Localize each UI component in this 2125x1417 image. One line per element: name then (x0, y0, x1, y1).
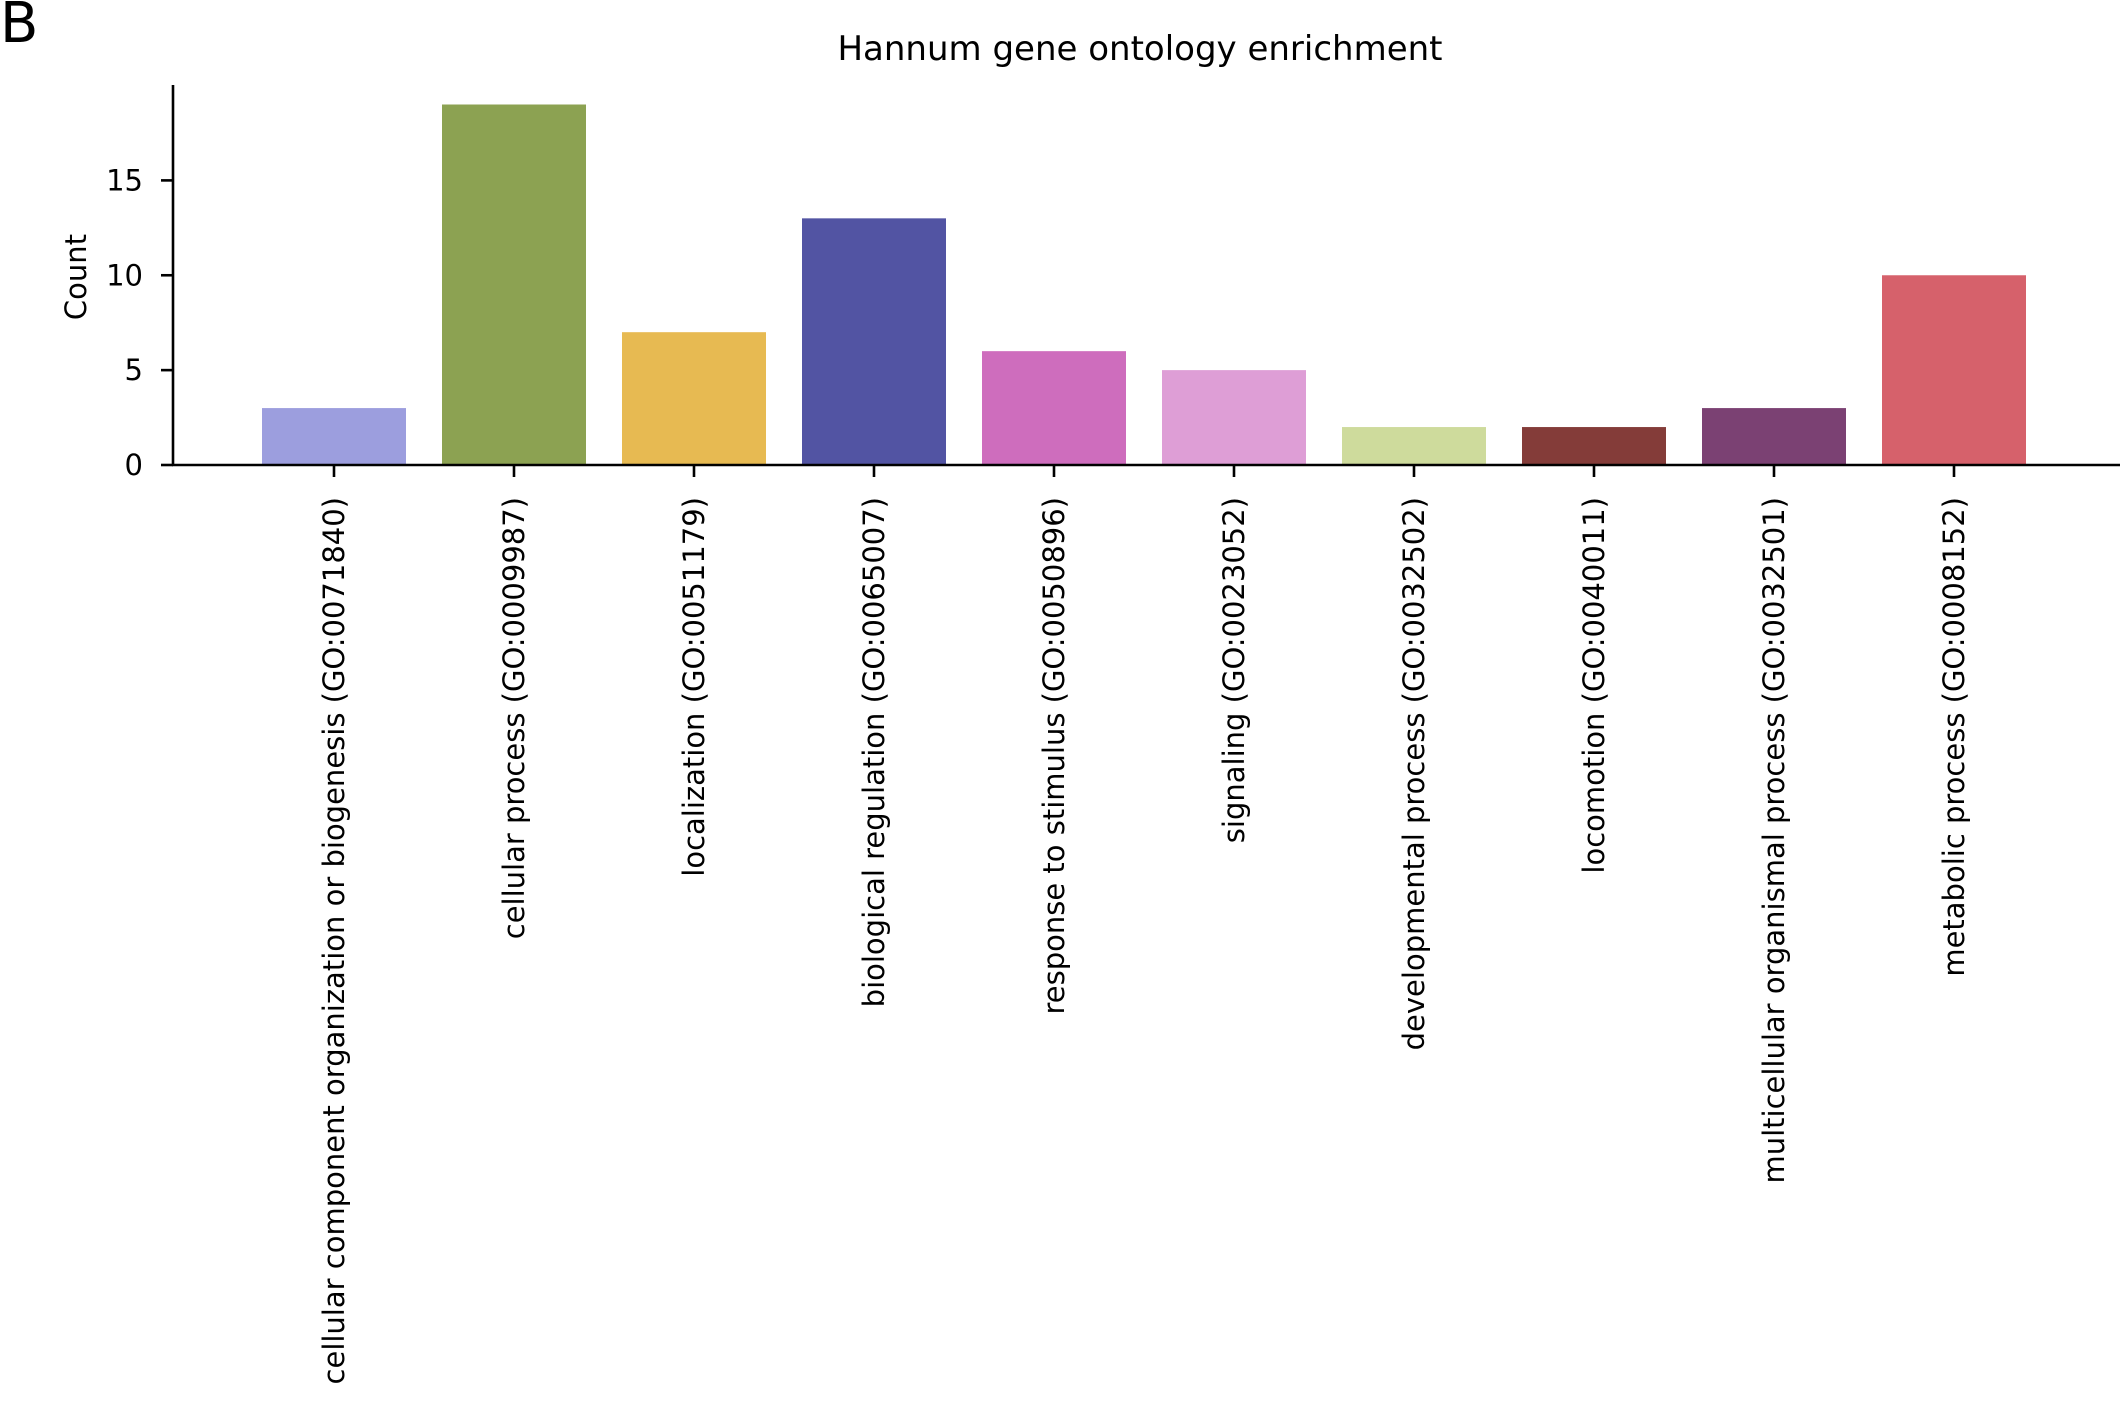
bar-response-to-stimulus (982, 351, 1126, 465)
x-axis-ticks: cellular component organization or bioge… (317, 465, 1971, 1384)
bar-signaling (1162, 370, 1306, 465)
y-axis-ticks: 0 5 10 15 (106, 163, 173, 482)
bar-cellular-process (442, 104, 586, 465)
bar-multicellular-organismal-process (1702, 408, 1846, 465)
y-tick-label: 5 (125, 353, 143, 387)
bar-metabolic-process (1882, 275, 2026, 465)
chart-title: Hannum gene ontology enrichment (837, 29, 1442, 69)
x-tick-label: metabolic process (GO:0008152) (1937, 497, 1971, 977)
bar-developmental-process (1342, 427, 1486, 465)
x-tick-label: response to stimulus (GO:0050896) (1037, 497, 1071, 1015)
bar-locomotion (1522, 427, 1666, 465)
x-tick-label: signaling (GO:0023052) (1217, 497, 1251, 843)
x-tick-label: localization (GO:0051179) (677, 497, 711, 877)
y-axis-label: Count (59, 234, 93, 320)
panel-label: B (0, 0, 38, 56)
y-tick-label: 0 (125, 448, 143, 482)
y-tick-label: 10 (106, 258, 143, 292)
bar-biological-regulation (802, 218, 946, 465)
x-tick-label: cellular process (GO:0009987) (497, 497, 531, 939)
bar-localization (622, 332, 766, 465)
x-tick-label: cellular component organization or bioge… (317, 497, 351, 1384)
bar-cellular-component-organization-or-biogenesis (262, 408, 406, 465)
x-tick-label: developmental process (GO:0032502) (1397, 497, 1431, 1050)
x-tick-label: multicellular organismal process (GO:003… (1757, 497, 1791, 1184)
x-tick-label: locomotion (GO:0040011) (1577, 497, 1611, 874)
x-tick-label: biological regulation (GO:0065007) (857, 497, 891, 1007)
y-tick-label: 15 (106, 163, 143, 197)
bars-group (262, 104, 2026, 465)
